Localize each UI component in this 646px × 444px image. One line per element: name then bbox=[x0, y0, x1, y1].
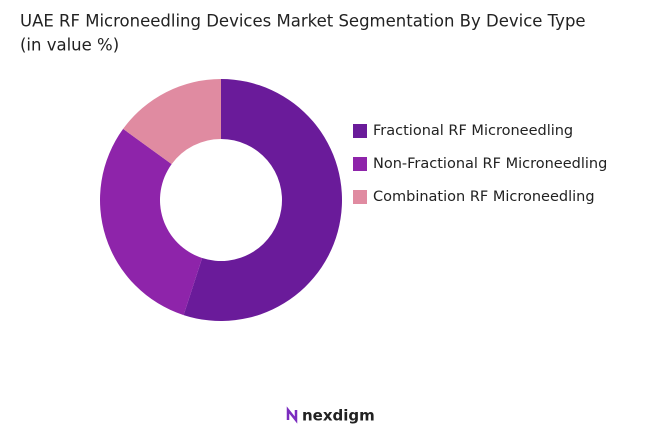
legend-label: Non-Fractional RF Microneedling bbox=[373, 156, 607, 172]
legend-swatch bbox=[353, 124, 367, 138]
donut-slice bbox=[183, 79, 342, 322]
donut-slice bbox=[99, 128, 203, 316]
brand-logo: nexdigm bbox=[286, 406, 375, 425]
chart-subtitle: (in value %) bbox=[20, 36, 119, 55]
legend-label: Combination RF Microneedling bbox=[373, 189, 595, 205]
legend-swatch bbox=[353, 157, 367, 171]
brand-name: nexdigm bbox=[302, 407, 375, 425]
donut-slice bbox=[123, 79, 221, 165]
legend-label: Fractional RF Microneedling bbox=[373, 123, 573, 139]
legend-swatch bbox=[353, 190, 367, 204]
chart-title: UAE RF Microneedling Devices Market Segm… bbox=[20, 12, 586, 31]
logo-icon bbox=[286, 406, 298, 424]
